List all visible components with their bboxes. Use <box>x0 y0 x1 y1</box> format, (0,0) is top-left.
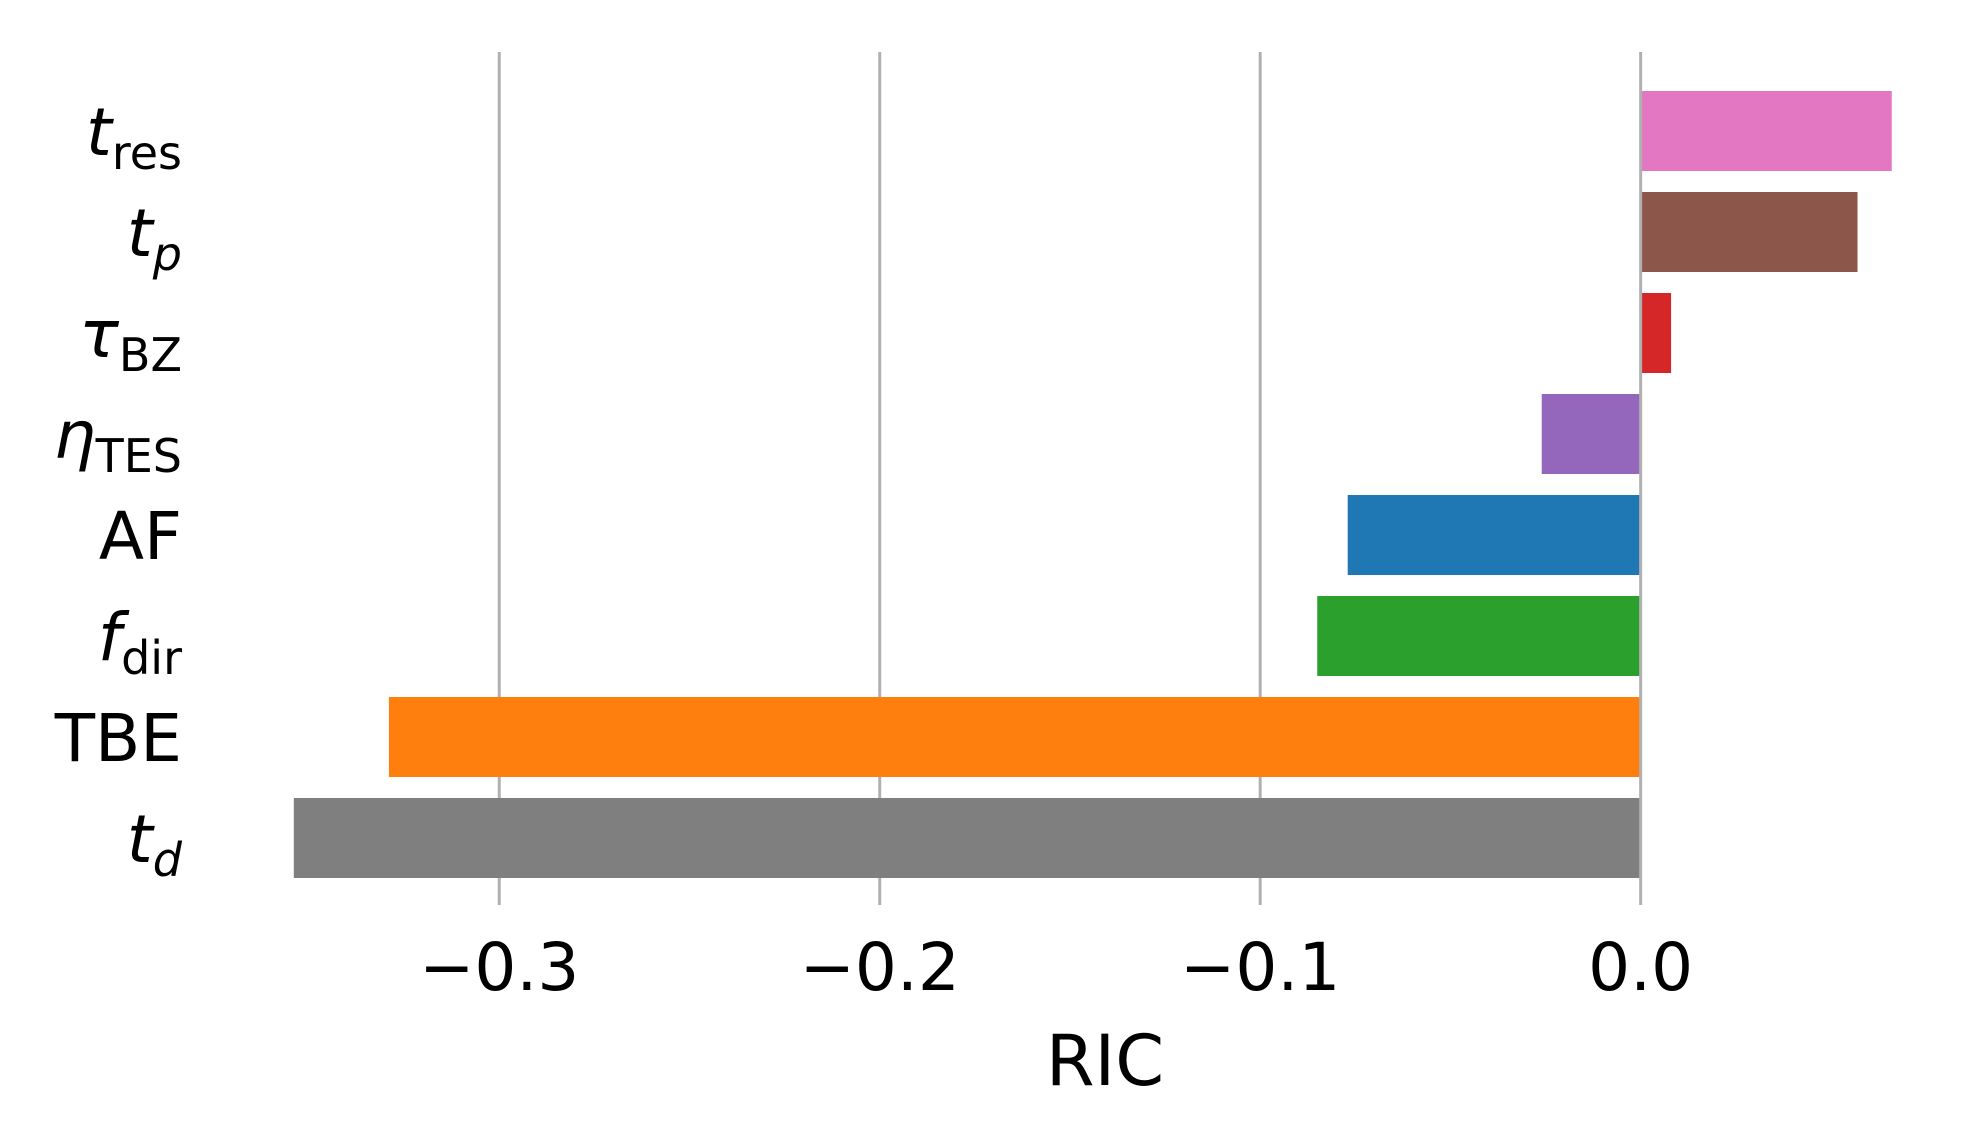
x-tick-label: 0.0 <box>1588 929 1693 1006</box>
x-tick-label: −0.1 <box>1180 929 1340 1006</box>
x-tick-label: −0.2 <box>800 929 960 1006</box>
bars <box>293 91 1892 878</box>
bar-eta-tes <box>1541 394 1641 474</box>
category-label-f-dir: fdir <box>98 599 182 685</box>
grid-lines <box>497 52 1262 905</box>
category-label-t-res: tres <box>86 94 182 180</box>
bar-t-p <box>1640 192 1858 272</box>
category-label-tbe: TBE <box>54 700 182 777</box>
y-category-labels: tres tp τBZ ηTES AF fdir TBE td <box>54 94 183 887</box>
bar-af <box>1347 495 1641 575</box>
bar-tau-bz <box>1640 293 1672 373</box>
bar-tbe <box>388 697 1641 777</box>
category-label-t-d: td <box>127 801 183 887</box>
bar-t-res <box>1640 91 1892 171</box>
category-label-eta-tes: ηTES <box>54 397 182 483</box>
category-label-af: AF <box>99 498 182 575</box>
category-label-t-p: tp <box>127 195 182 281</box>
bar-t-d <box>293 798 1641 878</box>
x-axis-title: RIC <box>1046 1020 1164 1102</box>
x-tick-label: −0.3 <box>419 929 579 1006</box>
x-tick-labels: −0.3 −0.2 −0.1 0.0 <box>419 929 1693 1006</box>
bar-f-dir <box>1317 596 1641 676</box>
category-label-tau-bz: τBZ <box>79 296 182 382</box>
